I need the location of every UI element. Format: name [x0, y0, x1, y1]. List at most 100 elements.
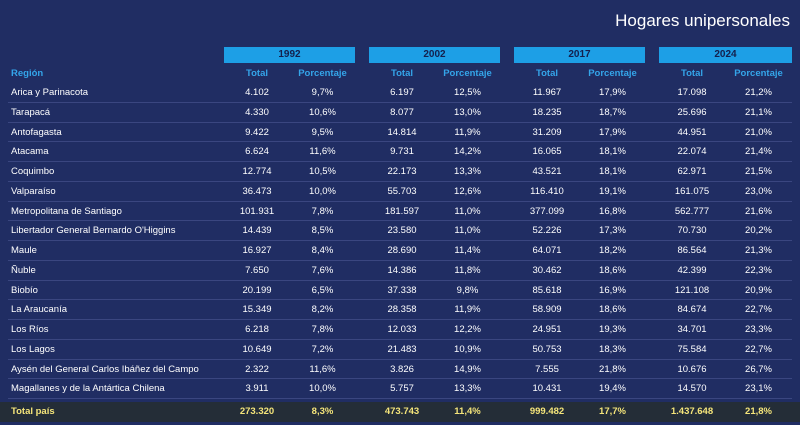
table-row: Maule 16.927 8,4% 28.690 11,4% 64.071 18,2% 86.… — [8, 241, 792, 261]
percentage-cell: 14,9% — [454, 363, 481, 375]
table-row: Tarapacá 4.330 10,6% 8.077 13,0% 18.235 18,7% 2… — [8, 103, 792, 123]
total-value-cell: 6.197 — [390, 87, 414, 98]
percentage-cell: 12,5% — [454, 87, 481, 98]
region-name: Ñuble — [11, 264, 36, 276]
region-name: Tarapacá — [11, 106, 51, 118]
total-value-cell: 31.209 — [532, 126, 562, 138]
region-name: Los Lagos — [11, 343, 55, 355]
percentage-cell: 18,2% — [599, 245, 626, 256]
total-value-cell: 161.075 — [674, 185, 710, 197]
total-value-cell: 58.909 — [532, 304, 562, 316]
percentage-cell: 12,6% — [454, 185, 481, 197]
percentage-cell: 16,8% — [599, 205, 626, 217]
percentage-cell: 17,3% — [599, 225, 626, 237]
total-value-cell: 6.624 — [245, 146, 269, 158]
total-value-cell: 10.431 — [532, 383, 562, 395]
percentage-cell: 10,6% — [309, 106, 336, 118]
total-value-cell: 4.102 — [245, 87, 269, 98]
col-total-2017: Total — [536, 68, 558, 79]
total-value-cell: 14.386 — [387, 264, 417, 276]
total-value-cell: 24.951 — [532, 324, 562, 335]
col-pct-1992: Porcentaje — [298, 68, 347, 79]
total-value-cell: 14.570 — [677, 383, 707, 395]
total-cell: 1.437.648 — [670, 406, 714, 417]
total-value-cell: 34.701 — [677, 324, 707, 335]
total-value-cell: 12.033 — [387, 324, 417, 335]
percentage-cell: 11,4% — [454, 245, 481, 256]
percentage-cell: 13,0% — [454, 106, 481, 118]
total-cell: 999.482 — [529, 406, 565, 417]
table-row: Valparaíso 36.473 10,0% 55.703 12,6% 116.410 1… — [8, 182, 792, 202]
total-value-cell: 28.690 — [387, 245, 417, 256]
percentage-cell: 8,2% — [311, 304, 334, 316]
percentage-cell: 7,2% — [311, 343, 334, 355]
total-value-cell: 44.951 — [677, 126, 707, 138]
total-value-cell: 5.757 — [390, 383, 414, 395]
col-pct-2017: Porcentaje — [588, 68, 637, 79]
total-cell: 273.320 — [239, 406, 275, 417]
percentage-cell: 11,6% — [309, 363, 336, 375]
table-row: Magallanes y de la Antártica Chilena 3.91… — [8, 379, 792, 399]
year-header-1992: 1992 — [224, 47, 355, 63]
percentage-cell: 13,3% — [454, 383, 481, 395]
total-value-cell: 101.931 — [239, 205, 275, 217]
percentage-cell: 23,0% — [745, 185, 772, 197]
total-value-cell: 23.580 — [387, 225, 417, 237]
percentage-cell: 18,6% — [599, 264, 626, 276]
total-value-cell: 4.330 — [245, 106, 269, 118]
total-value-cell: 10.649 — [242, 343, 272, 355]
table-row: Libertador General Bernardo O'Higgins 14.… — [8, 221, 792, 241]
total-value-cell: 30.462 — [532, 264, 562, 276]
percentage-cell: 20,9% — [745, 284, 772, 296]
percentage-cell: 13,3% — [454, 166, 481, 177]
total-value-cell: 14.439 — [242, 225, 272, 237]
year-header-2017: 2017 — [514, 47, 645, 63]
region-column-header: Región — [11, 68, 44, 79]
percentage-cell: 11,9% — [454, 126, 481, 138]
percentage-cell: 14,2% — [454, 146, 481, 158]
total-value-cell: 52.226 — [532, 225, 562, 237]
data-table: Arica y Parinacota 4.102 9,7% 6.197 12,5% 11.… — [8, 83, 792, 399]
percentage-cell: 18,1% — [599, 146, 626, 158]
region-name: Valparaíso — [11, 185, 56, 197]
total-value-cell: 11.967 — [532, 87, 562, 98]
percentage-cell: 21,6% — [745, 205, 772, 217]
percentage-cell: 19,3% — [599, 324, 626, 335]
table-row: Antofagasta 9.422 9,5% 14.814 11,9% 31.209 17,… — [8, 123, 792, 143]
percentage-cell: 11,8% — [454, 264, 481, 276]
total-value-cell: 12.774 — [242, 166, 272, 177]
percentage-cell: 7,6% — [311, 264, 334, 276]
total-value-cell: 22.173 — [387, 166, 417, 177]
col-total-2024: Total — [681, 68, 703, 79]
total-value-cell: 84.674 — [677, 304, 707, 316]
percentage-cell: 7,8% — [311, 324, 334, 335]
table-row: Ñuble 7.650 7,6% 14.386 11,8% 30.462 18,6% 42.3… — [8, 261, 792, 281]
total-value-cell: 116.410 — [530, 185, 564, 197]
percentage-cell: 12,2% — [454, 324, 481, 335]
total-value-cell: 562.777 — [674, 205, 710, 217]
total-value-cell: 25.696 — [677, 106, 707, 118]
table-row: Los Ríos 6.218 7,8% 12.033 12,2% 24.951 19,3% 3… — [8, 320, 792, 340]
total-row: Total país 273.320 8,3% 473.743 11,4% 99… — [0, 402, 800, 422]
total-value-cell: 64.071 — [532, 245, 562, 256]
percentage-cell: 7,8% — [311, 205, 334, 217]
total-value-cell: 377.099 — [529, 205, 565, 217]
total-value-cell: 7.555 — [535, 363, 559, 375]
total-value-cell: 16.927 — [242, 245, 272, 256]
total-value-cell: 37.338 — [387, 284, 417, 296]
total-value-cell: 20.199 — [242, 284, 272, 296]
percentage-cell: 22,3% — [745, 264, 772, 276]
total-value-cell: 22.074 — [677, 146, 707, 158]
percentage-cell: 21,3% — [745, 245, 772, 256]
total-value-cell: 86.564 — [677, 245, 707, 256]
total-value-cell: 28.358 — [387, 304, 417, 316]
percentage-cell: 10,9% — [454, 343, 481, 355]
percentage-cell: 21,1% — [745, 106, 772, 118]
col-total-1992: Total — [246, 68, 268, 79]
total-value-cell: 70.730 — [677, 225, 707, 237]
total-cell: 11,4% — [454, 406, 481, 417]
percentage-cell: 17,9% — [599, 87, 626, 98]
region-name: Biobío — [11, 284, 38, 296]
total-value-cell: 50.753 — [532, 343, 562, 355]
total-value-cell: 18.235 — [532, 106, 562, 118]
